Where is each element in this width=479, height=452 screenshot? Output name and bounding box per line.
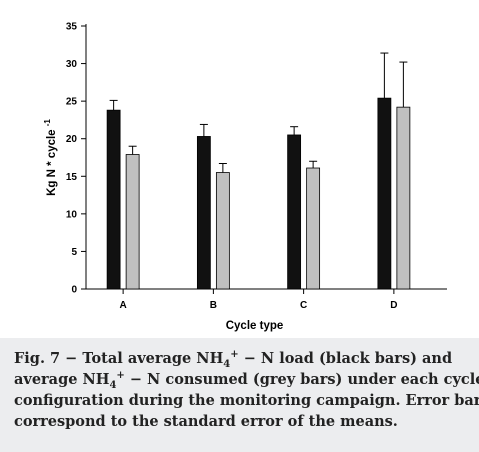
caption-line-1-prefix: Fig. 7 − Total average NH: [14, 350, 224, 367]
x-tick-label: A: [120, 300, 127, 311]
y-axis-title-main: Kg N * cycle: [46, 126, 58, 196]
x-tick-label: C: [300, 300, 307, 311]
caption-line-3: configuration during the monitoring camp…: [14, 392, 479, 409]
chart: 0 5 10 15 20 25 30 35 A B C D Cycle type Kg N * cycle…: [43, 22, 447, 332]
y-axis-title: Kg N * cycle -1: [43, 119, 58, 196]
grey-bar: [215, 172, 230, 290]
grey-bar: [125, 154, 140, 290]
caption-line-2: average NH4+ − N consumed (grey bars) un…: [14, 369, 479, 391]
y-axis-title-exponent: -1: [43, 119, 52, 127]
caption-line-2-subscript: 4: [109, 379, 117, 391]
caption-line-2-suffix: − N consumed (grey bars) under each cycl…: [124, 371, 479, 388]
grey-bar: [396, 106, 411, 290]
caption-line-1-subscript: 4: [223, 358, 231, 370]
y-tick-label: 30: [66, 59, 78, 70]
black-bar: [377, 97, 392, 290]
bar-chart-svg: 0 5 10 15 20 25 30 35 A B C D Cycle type Kg N * cycle…: [43, 22, 447, 332]
caption-line-2-prefix: average NH: [14, 371, 110, 388]
y-tick-label: 10: [66, 209, 78, 220]
x-tick-label: D: [390, 300, 397, 311]
black-bar: [196, 136, 211, 290]
x-tick-label: B: [210, 300, 217, 311]
y-tick-label: 5: [71, 247, 77, 258]
caption-line-1: Fig. 7 − Total average NH4+ − N load (bl…: [14, 348, 469, 370]
y-tick-label: 35: [66, 22, 78, 33]
y-tick-label: 20: [66, 134, 78, 145]
caption-line-2-superscript: +: [116, 370, 125, 382]
y-tick-label: 15: [66, 172, 78, 183]
caption-line-1-superscript: +: [230, 349, 239, 361]
figure-caption: Fig. 7 − Total average NH4+ − N load (bl…: [0, 338, 479, 452]
grey-bar: [306, 167, 321, 290]
caption-line-1-suffix: − N load (black bars) and: [238, 350, 453, 367]
x-axis-title: Cycle type: [226, 320, 284, 332]
black-bar: [287, 134, 302, 290]
y-tick-label: 25: [66, 97, 78, 108]
black-bar: [106, 109, 121, 290]
y-tick-label: 0: [71, 285, 77, 296]
caption-line-4: correspond to the standard error of the …: [14, 413, 398, 430]
